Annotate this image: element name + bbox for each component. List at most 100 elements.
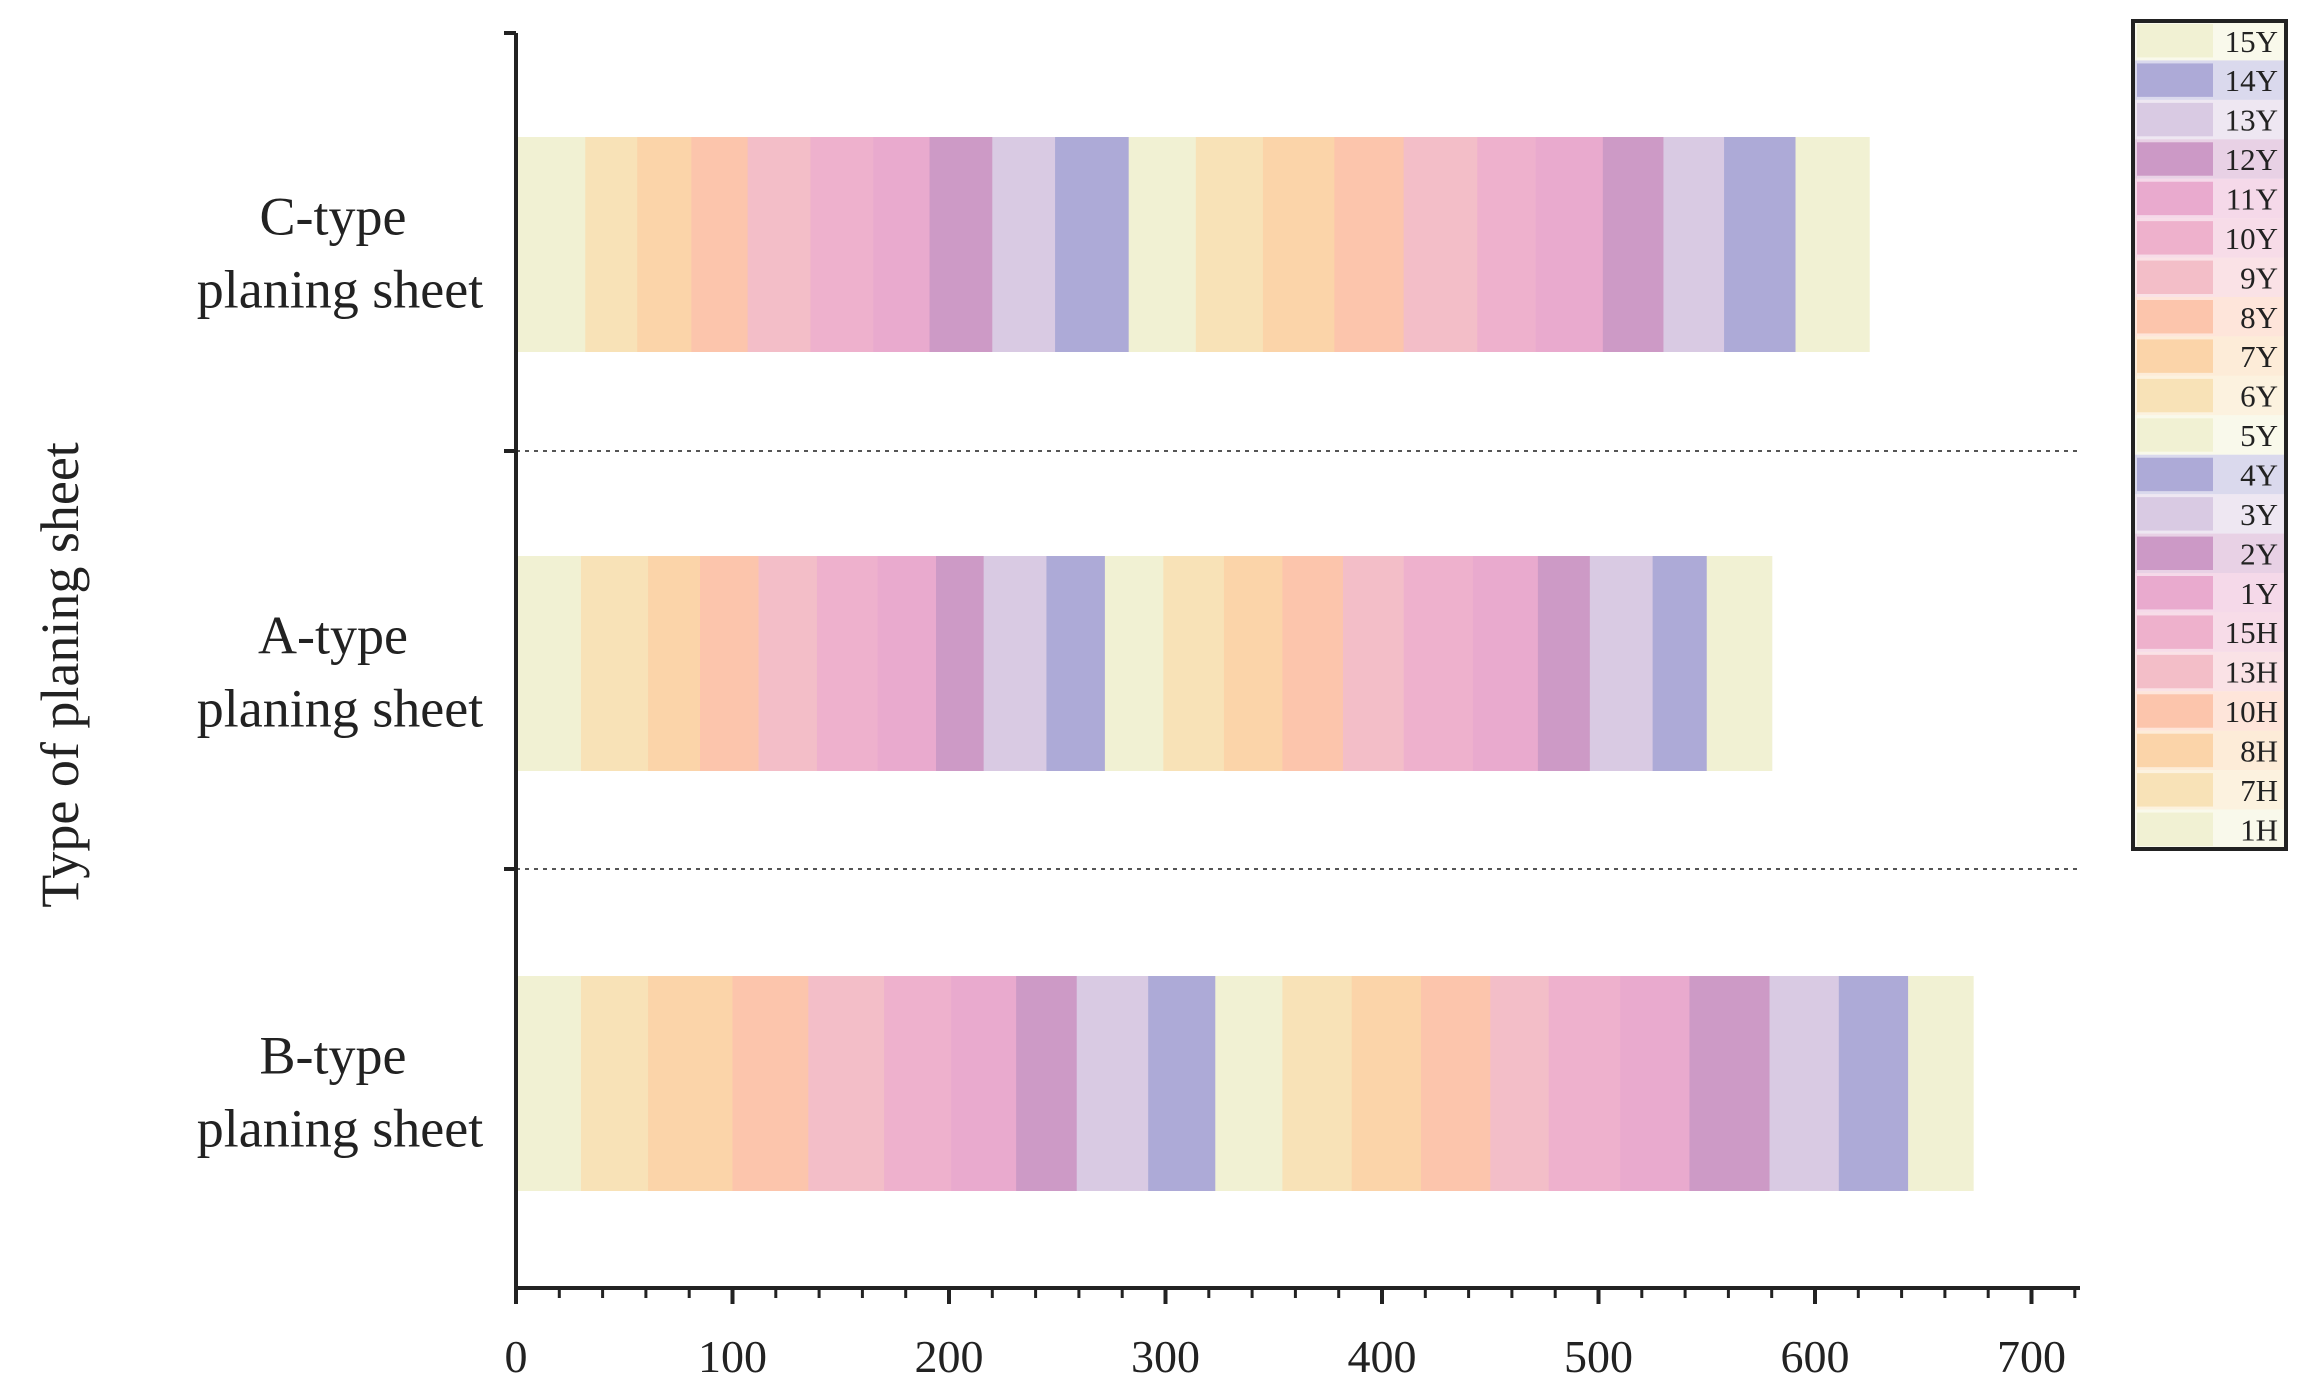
x-tick-label: 100 — [698, 1331, 767, 1382]
legend-swatch-14Y — [2137, 63, 2213, 97]
category-label-line2: planing sheet — [197, 1099, 483, 1159]
x-tick-label: 200 — [915, 1331, 984, 1382]
bar-segment-7Y — [1223, 556, 1284, 771]
legend-label-1H: 1H — [2240, 812, 2278, 847]
legend-label-4Y: 4Y — [2240, 457, 2278, 492]
legend-swatch-10H — [2137, 694, 2213, 728]
bar-segment-2Y — [929, 137, 993, 352]
x-tick-label: 500 — [1564, 1331, 1633, 1382]
legend-swatch-1H — [2137, 812, 2213, 846]
legend-label-12Y: 12Y — [2225, 142, 2278, 177]
legend-label-14Y: 14Y — [2225, 63, 2278, 98]
bar-segment-8H — [637, 137, 692, 352]
legend-label-3Y: 3Y — [2240, 497, 2278, 532]
legend-label-8Y: 8Y — [2240, 300, 2278, 335]
bar-segment-15H — [884, 976, 952, 1191]
bar-segment-1Y — [877, 556, 937, 771]
legend-row-bg-7H — [2133, 770, 2286, 810]
legend-row-bg-6Y — [2133, 375, 2286, 416]
bar-segment-1H — [516, 556, 582, 771]
bar-segment-9Y — [1343, 556, 1405, 771]
bar-segment-1H — [516, 137, 586, 352]
legend-row-bg-9Y — [2133, 257, 2286, 297]
x-tick-label: 400 — [1348, 1331, 1417, 1382]
legend-row-bg-5Y — [2133, 415, 2286, 455]
bar-segment-6Y — [1195, 137, 1264, 352]
bar-segment-14Y — [1838, 976, 1909, 1191]
bar-segment-15H — [816, 556, 879, 771]
legend-row-bg-10H — [2133, 691, 2286, 731]
x-axis-ticks: 0 100 200 300 400 500 600 700 — [505, 1288, 2077, 1382]
legend-label-13H: 13H — [2225, 655, 2278, 690]
bar-segment-10Y — [1477, 137, 1537, 352]
bar-segment-10H — [700, 556, 760, 771]
bar-segment-4Y — [1148, 976, 1216, 1191]
bar-segment-13H — [747, 137, 812, 352]
bar-segment-6Y — [1163, 556, 1225, 771]
bar-segment-7H — [585, 137, 638, 352]
category-label-line2: planing sheet — [197, 260, 483, 320]
x-tick-label: 0 — [505, 1331, 528, 1382]
bar-segment-10H — [732, 976, 809, 1191]
category-label-line1: A-type — [258, 606, 408, 666]
category-label-line2: planing sheet — [197, 679, 483, 739]
legend-row-bg-7Y — [2133, 336, 2286, 376]
legend-swatch-8Y — [2137, 300, 2213, 334]
legend-row-bg-15H — [2133, 612, 2286, 652]
y-axis-title: Type of planing sheet — [30, 442, 90, 908]
legend-row-bg-1H — [2133, 809, 2286, 849]
bar-segment-8H — [648, 976, 734, 1191]
legend-swatch-11Y — [2137, 181, 2213, 216]
bar-segment-7Y — [1351, 976, 1422, 1191]
bar-segment-6Y — [1282, 976, 1353, 1191]
legend-swatch-8H — [2137, 733, 2213, 768]
category-label-line1: B-type — [260, 1026, 407, 1086]
bar-segment-13Y — [1663, 137, 1725, 352]
bar-segment-7H — [580, 976, 649, 1191]
legend-label-15Y: 15Y — [2225, 24, 2278, 59]
bar-segment-14Y — [1724, 137, 1797, 352]
legend-label-10H: 10H — [2225, 694, 2278, 729]
bar-segment-15H — [810, 137, 874, 352]
legend-row-bg-2Y — [2133, 533, 2286, 573]
legend-label-1Y: 1Y — [2240, 576, 2278, 611]
bar-segment-15Y — [1795, 137, 1870, 352]
x-tick-label: 600 — [1781, 1331, 1850, 1382]
bar-segment-5Y — [1104, 556, 1164, 771]
legend-label-13Y: 13Y — [2225, 103, 2278, 138]
legend-row-bg-15Y — [2133, 21, 2286, 61]
bar-segment-1Y — [951, 976, 1017, 1191]
legend-swatch-15H — [2137, 615, 2213, 649]
legend-frame — [2131, 19, 2288, 851]
bar-segment-4Y — [1046, 556, 1106, 771]
bar-segment-4Y — [1055, 137, 1130, 352]
legend-row-bg-10Y — [2133, 218, 2286, 258]
legend-swatch-13H — [2137, 654, 2213, 689]
legend-label-10Y: 10Y — [2225, 221, 2278, 256]
category-label-line1: C-type — [260, 187, 407, 247]
legend-label-7Y: 7Y — [2240, 339, 2278, 374]
bar-segment-9Y — [1490, 976, 1550, 1191]
legend-row-bg-8H — [2133, 730, 2286, 771]
bar-segment-15Y — [1706, 556, 1773, 771]
x-tick-label: 300 — [1131, 1331, 1200, 1382]
legend: 15Y 14Y 13Y 12Y 11Y 10Y 9Y 8Y 7Y 6Y 5Y 4Y 3Y 2Y 1Y 15H 1… — [2131, 19, 2288, 851]
legend-swatch-9Y — [2137, 260, 2213, 294]
legend-label-7H: 7H — [2240, 773, 2278, 808]
x-tick-label: 700 — [1997, 1331, 2066, 1382]
bar-segment-5Y — [1215, 976, 1284, 1191]
legend-swatch-6Y — [2137, 378, 2213, 413]
bar-segment-10H — [691, 137, 749, 352]
bar-segment-14Y — [1652, 556, 1708, 771]
bar-segment-13H — [808, 976, 885, 1191]
bar-segment-2Y — [936, 556, 985, 771]
bar-segment-3Y — [983, 556, 1048, 771]
category-labels: C-type planing sheet A-type planing sheet B-… — [197, 187, 483, 1159]
legend-row-bg-13H — [2133, 651, 2286, 692]
bar-segment-5Y — [1128, 137, 1197, 352]
bar-segment-11Y — [1472, 556, 1539, 771]
legend-swatch-15Y — [2137, 24, 2213, 58]
legend-row-bg-8Y — [2133, 297, 2286, 337]
bars-layer — [516, 137, 1974, 1191]
